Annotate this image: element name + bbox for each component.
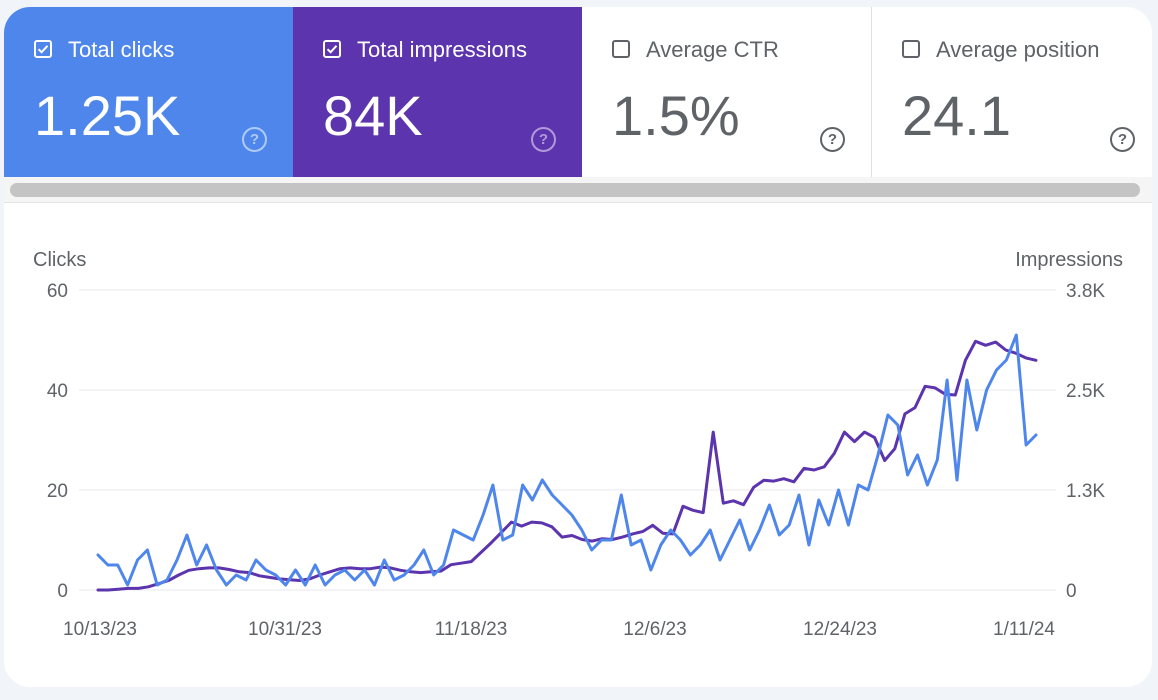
metric-average-ctr[interactable]: Average CTR 1.5% ?: [582, 7, 871, 177]
x-tick-label: 1/11/24: [993, 619, 1055, 640]
performance-chart: 0 20 40 60 0 1.3K 2.5K 3.8K Clicks Impressions 10/…: [33, 249, 1123, 640]
y-tick-label-left: 60: [47, 281, 68, 302]
metric-value: 84K: [323, 84, 423, 147]
help-icon[interactable]: ?: [242, 127, 267, 152]
metric-label: Average CTR: [646, 37, 779, 62]
help-icon[interactable]: ?: [1110, 127, 1135, 152]
checkbox-checked-icon[interactable]: [34, 40, 52, 58]
y-tick-label-right: 2.5K: [1066, 381, 1105, 402]
y-tick-label-right: 0: [1066, 581, 1077, 602]
checkbox-unchecked-icon[interactable]: [612, 40, 630, 58]
y-tick-label-right: 3.8K: [1066, 281, 1105, 302]
metric-average-position[interactable]: Average position 24.1 ?: [871, 7, 1152, 177]
x-tick-label: 10/13/23: [63, 619, 137, 640]
x-tick-label: 10/31/23: [248, 619, 322, 640]
checkbox-checked-icon[interactable]: [323, 40, 341, 58]
series-line-clicks: [96, 333, 1038, 587]
metric-value: 24.1: [902, 84, 1011, 147]
y-tick-label-left: 20: [47, 481, 68, 502]
horizontal-scrollbar[interactable]: [4, 177, 1152, 203]
metric-value: 1.5%: [612, 84, 740, 147]
x-tick-label: 12/24/23: [803, 619, 877, 640]
performance-card: Total clicks 1.25K ? Total impressions 8…: [4, 7, 1152, 687]
metric-tabs: Total clicks 1.25K ? Total impressions 8…: [4, 7, 1152, 177]
metric-total-clicks[interactable]: Total clicks 1.25K ?: [4, 7, 293, 177]
series-line-impressions: [96, 339, 1038, 592]
metric-label: Average position: [936, 37, 1100, 62]
y-tick-label-left: 0: [57, 581, 68, 602]
help-icon[interactable]: ?: [531, 127, 556, 152]
metric-label: Total clicks: [68, 37, 175, 62]
metric-value: 1.25K: [34, 84, 181, 147]
y-axis-title-right: Impressions: [1015, 249, 1123, 271]
help-icon[interactable]: ?: [820, 127, 845, 152]
x-tick-label: 12/6/23: [623, 619, 686, 640]
metric-label: Total impressions: [357, 37, 527, 62]
y-tick-label-left: 40: [47, 381, 68, 402]
y-tick-label-right: 1.3K: [1066, 481, 1105, 502]
y-axis-title-left: Clicks: [33, 249, 86, 271]
checkbox-unchecked-icon[interactable]: [902, 40, 920, 58]
scrollbar-thumb[interactable]: [10, 183, 1140, 197]
metric-total-impressions[interactable]: Total impressions 84K ?: [293, 7, 582, 177]
x-tick-label: 11/18/23: [435, 619, 508, 640]
